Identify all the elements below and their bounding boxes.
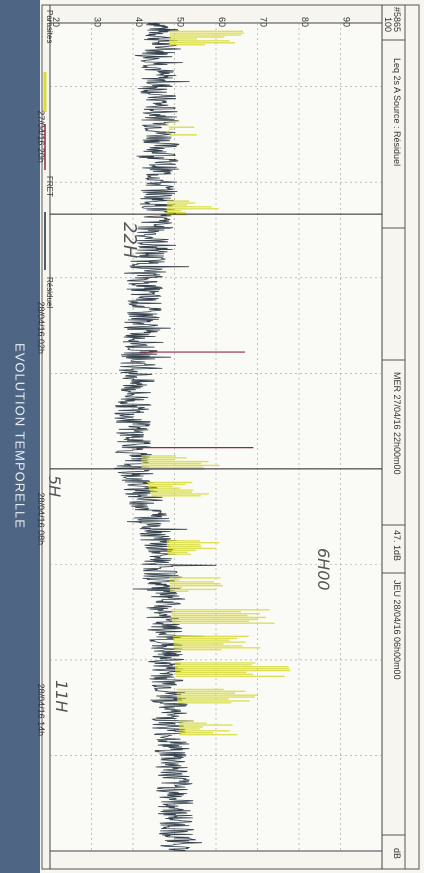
y-tick-label: 70	[259, 17, 269, 27]
y-tick-label: 80	[300, 17, 310, 27]
outer-frame	[41, 4, 420, 870]
legend-label-parasites: Parasites	[45, 10, 54, 43]
y-tick-label: 40	[134, 17, 144, 27]
residuel-line	[114, 22, 217, 852]
header-cursor1: MER 27/04/16 22h00m00	[392, 372, 402, 475]
x-tick-label: 27/04/16 20h	[36, 110, 46, 163]
header-cursor-value: 47. 1dB	[392, 530, 402, 561]
handwritten-6h00: 6H00	[314, 548, 333, 591]
y-tick-label: 30	[93, 17, 103, 27]
header-measure: Leq 2s A Source : Résiduel	[392, 58, 402, 166]
series-fret	[133, 351, 254, 449]
handwritten-11h: 11H	[52, 680, 71, 712]
handwritten-5h: 5H	[45, 475, 64, 497]
header-id: #5865	[392, 7, 402, 32]
y-tick-label: 100	[383, 17, 393, 32]
x-tick-label: 28/04/16 08h	[36, 493, 46, 546]
y-tick-label: 90	[342, 17, 352, 27]
axis-ticks: 20 30 40 50 60 70 80 90 100 27/04/16 20h 28/04/16 …	[36, 17, 393, 736]
x-tick-label: 28/04/16 14h	[36, 684, 46, 737]
cursor-lines	[50, 213, 382, 470]
x-tick-label: 28/04/16 02h	[36, 301, 46, 354]
y-tick-label: 50	[176, 17, 186, 27]
series-residuel	[114, 22, 217, 852]
handwritten-22h: 22H	[119, 222, 140, 259]
banner: EVOLUTION TEMPORELLE	[0, 0, 40, 873]
y-tick-label: 20	[51, 17, 61, 27]
legend-label-residuel: Résiduel	[45, 277, 54, 308]
series-parasites	[141, 30, 291, 736]
header-unit: dB	[392, 848, 402, 859]
y-tick-label: 60	[217, 17, 227, 27]
header-cursor2: JEU 28/04/16 06h00m00	[392, 580, 402, 680]
legend-label-fret: FRET	[45, 176, 54, 197]
plot-area	[49, 22, 383, 852]
